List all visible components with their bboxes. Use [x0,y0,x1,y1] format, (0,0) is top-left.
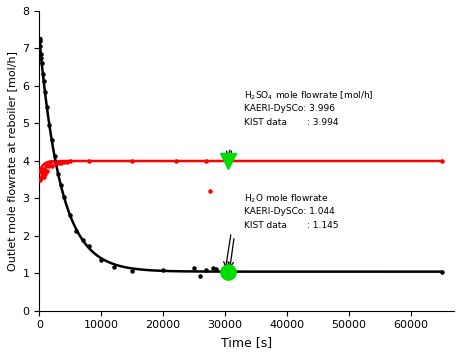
Point [39,168,46,174]
Point [57,160,65,166]
Point [73,229,80,234]
Point [209,265,216,271]
Point [36,168,44,174]
Point [48,163,55,169]
Point [110,264,117,270]
Point [60,194,68,200]
Point [51,153,59,159]
Point [36,36,43,42]
Point [212,266,219,272]
Point [51,161,59,166]
Point [41,166,48,172]
Y-axis label: Outlet mole flowrate at reboiler [mol/h]: Outlet mole flowrate at reboiler [mol/h] [7,51,17,271]
Point [438,269,445,274]
Point [36,177,44,183]
Point [190,265,198,271]
Point [35,36,43,42]
Point [38,61,46,66]
Point [41,171,48,177]
Point [129,268,136,274]
Point [46,122,53,127]
Point [60,159,68,165]
Point [44,162,51,168]
Point [39,171,47,177]
Point [79,237,86,243]
Text: H$_2$O mole flowrate: H$_2$O mole flowrate [243,193,328,205]
Point [40,174,47,180]
Point [45,164,52,169]
Point [39,71,47,77]
Point [196,273,204,279]
Point [39,169,46,175]
Point [48,137,55,142]
Point [54,160,62,166]
Point [43,104,50,109]
Point [206,188,213,194]
Text: H$_2$SO$_4$ mole flowrate [mol/h]: H$_2$SO$_4$ mole flowrate [mol/h] [243,90,373,102]
Point [66,158,74,164]
Point [57,182,65,187]
Text: KIST data       : 3.994: KIST data : 3.994 [243,118,338,127]
Point [172,158,179,164]
Point [36,43,44,49]
Point [42,169,49,175]
Point [40,78,47,84]
Point [66,213,74,218]
Point [38,166,46,172]
Point [41,89,48,94]
Point [203,267,210,273]
Text: KAERI-DySCo: 3.996: KAERI-DySCo: 3.996 [243,104,335,113]
Point [64,159,71,165]
Point [37,168,44,173]
Point [36,36,43,42]
X-axis label: Time [s]: Time [s] [221,336,272,349]
Point [37,51,44,57]
Point [43,168,50,173]
Point [40,168,47,173]
Point [37,55,45,61]
Text: KIST data       : 1.145: KIST data : 1.145 [243,221,338,230]
Point [54,172,62,177]
Point [38,173,45,178]
Point [37,175,45,181]
Point [438,158,445,164]
Point [47,159,54,165]
Point [85,158,93,164]
Point [98,257,105,263]
Point [203,158,210,164]
Point [85,243,93,248]
Point [160,268,167,273]
Point [129,158,136,164]
Point [41,171,48,177]
Point [37,169,45,174]
Text: KAERI-DySCo: 1.044: KAERI-DySCo: 1.044 [243,207,334,216]
Point [42,163,49,169]
Point [36,38,43,44]
